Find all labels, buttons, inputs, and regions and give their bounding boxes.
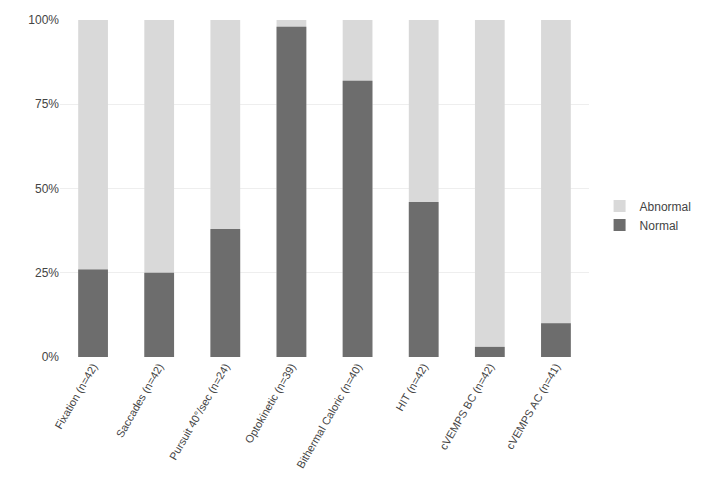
svg-text:Bithermal Caloric (n=40): Bithermal Caloric (n=40) bbox=[294, 361, 364, 470]
svg-text:0%: 0% bbox=[42, 350, 60, 364]
svg-text:cVEMPS BC (n=42): cVEMPS BC (n=42) bbox=[437, 361, 496, 451]
svg-text:75%: 75% bbox=[35, 97, 59, 111]
svg-text:Saccades (n=42): Saccades (n=42) bbox=[114, 361, 166, 439]
svg-text:Normal: Normal bbox=[640, 219, 679, 233]
svg-text:50%: 50% bbox=[35, 182, 59, 196]
svg-text:Abnormal: Abnormal bbox=[640, 200, 691, 214]
svg-text:cVEMPS AC (n=41): cVEMPS AC (n=41) bbox=[504, 361, 563, 451]
svg-text:25%: 25% bbox=[35, 266, 59, 280]
svg-text:Pursuit 40°/sec (n=24): Pursuit 40°/sec (n=24) bbox=[167, 361, 232, 462]
svg-text:Optokinetic (n=39): Optokinetic (n=39) bbox=[242, 361, 297, 445]
svg-text:Fixation (n=42): Fixation (n=42) bbox=[52, 361, 99, 431]
svg-text:100%: 100% bbox=[28, 13, 59, 27]
svg-text:HIT (n=42): HIT (n=42) bbox=[393, 361, 430, 413]
